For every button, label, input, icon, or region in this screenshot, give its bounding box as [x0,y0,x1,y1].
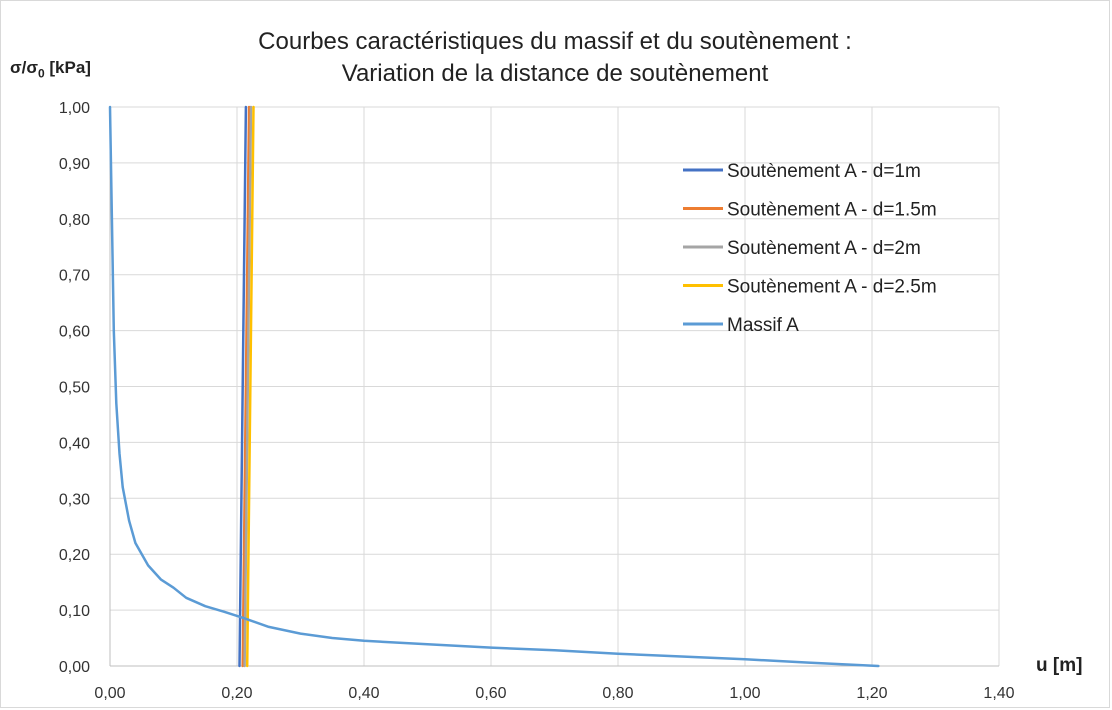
x-tick-label: 0,80 [602,685,633,702]
legend-label: Massif A [727,315,799,336]
legend-label: Soutènement A - d=2.5m [727,277,937,298]
y-tick-label: 0,60 [59,324,90,341]
chart-subtitle: Variation de la distance de soutènement [341,60,769,87]
chart-title: Courbes caractéristiques du massif et du… [258,28,852,55]
y-tick-label: 0,70 [59,268,90,285]
x-tick-label: 1,00 [729,685,760,702]
grid-lines [110,106,1000,666]
series-line [245,105,255,668]
series-line [108,105,880,668]
x-tick-label: 0,60 [475,685,506,702]
y-tick-label: 1,00 [59,100,90,117]
y-tick-label: 0,50 [59,380,90,397]
x-tick-label: 1,20 [856,685,887,702]
tick-labels: 0,00 0,10 0,20 0,30 0,40 0,50 0,60 0,70 0,80 0,90… [59,100,1015,702]
x-tick-label: 0,00 [94,685,125,702]
x-tick-label: 0,20 [221,685,252,702]
y-tick-label: 0,80 [59,212,90,229]
series-lines [108,105,880,668]
x-tick-label: 1,40 [983,685,1014,702]
series-line [238,105,248,668]
y-axis-label: σ/σ0 [kPa] [10,58,91,81]
x-tick-label: 0,40 [348,685,379,702]
x-axis-label: u [m] [1036,655,1083,676]
y-tick-label: 0,90 [59,156,90,173]
y-tick-label: 0,40 [59,435,90,452]
axes [109,107,999,667]
y-tick-label: 0,10 [59,603,90,620]
legend-label: Soutènement A - d=1m [727,161,921,182]
series-line [243,105,253,668]
y-tick-label: 0,30 [59,491,90,508]
legend-label: Soutènement A - d=2m [727,238,921,259]
y-tick-label: 0,00 [59,659,90,676]
y-tick-label: 0,20 [59,547,90,564]
legend-label: Soutènement A - d=1.5m [727,200,937,221]
legend: Soutènement A - d=1m Soutènement A - d=1.… [683,161,937,336]
series-line [241,105,251,668]
